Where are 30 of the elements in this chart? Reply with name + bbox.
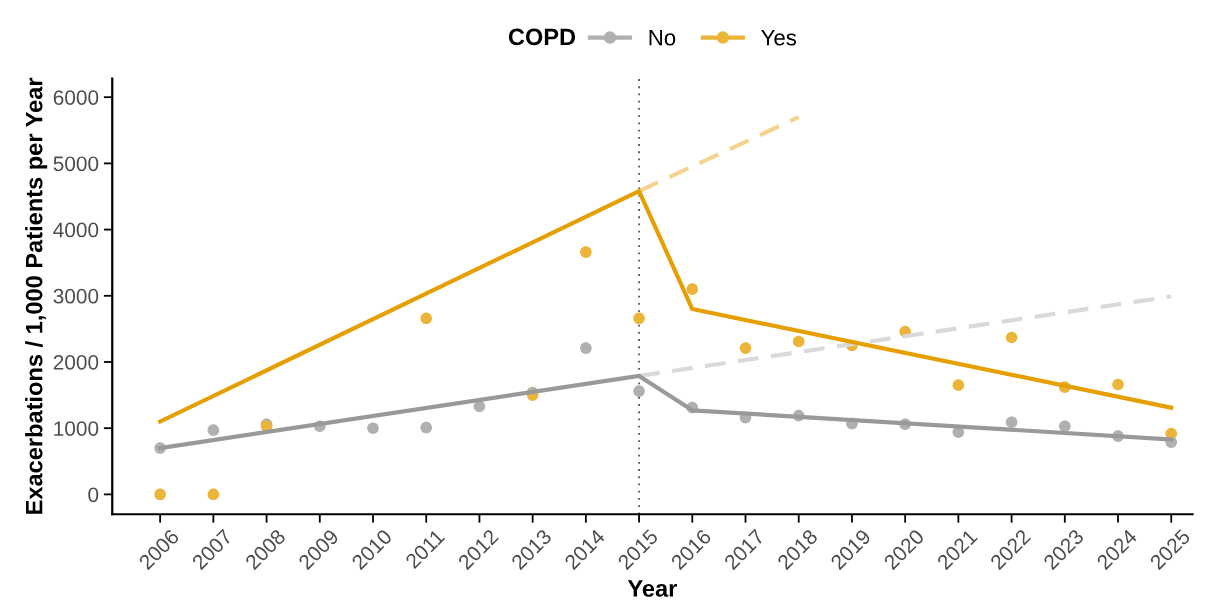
line-series <box>158 189 1174 424</box>
y-tick-label: 1000 <box>54 421 99 436</box>
point <box>420 312 433 325</box>
point <box>792 335 805 348</box>
legend-label: No <box>649 30 676 46</box>
y-tick-label: 6000 <box>53 90 99 105</box>
point <box>952 379 965 391</box>
point <box>367 422 379 434</box>
point <box>633 312 645 325</box>
point <box>207 488 220 501</box>
y-tick-label: 5000 <box>53 156 99 172</box>
point <box>420 421 433 434</box>
point <box>1005 331 1018 344</box>
y-tick-label: 2000 <box>53 354 99 370</box>
legend-label: Yes <box>761 30 797 46</box>
point <box>580 246 592 258</box>
y-tick-label: 4000 <box>53 222 99 238</box>
point <box>633 385 645 397</box>
x-axis-title: Year <box>627 580 677 597</box>
y-axis-title: Exacerbations / 1,000 Patients per Year <box>25 77 48 514</box>
point <box>1112 378 1124 391</box>
point <box>580 342 592 354</box>
legend-title: COPD <box>508 28 576 46</box>
y-tick-label: 0 <box>88 487 99 503</box>
point <box>154 488 166 501</box>
point <box>686 283 699 295</box>
point <box>1005 416 1018 429</box>
point <box>207 424 220 436</box>
point <box>739 342 752 354</box>
y-tick-label: 3000 <box>53 288 99 304</box>
